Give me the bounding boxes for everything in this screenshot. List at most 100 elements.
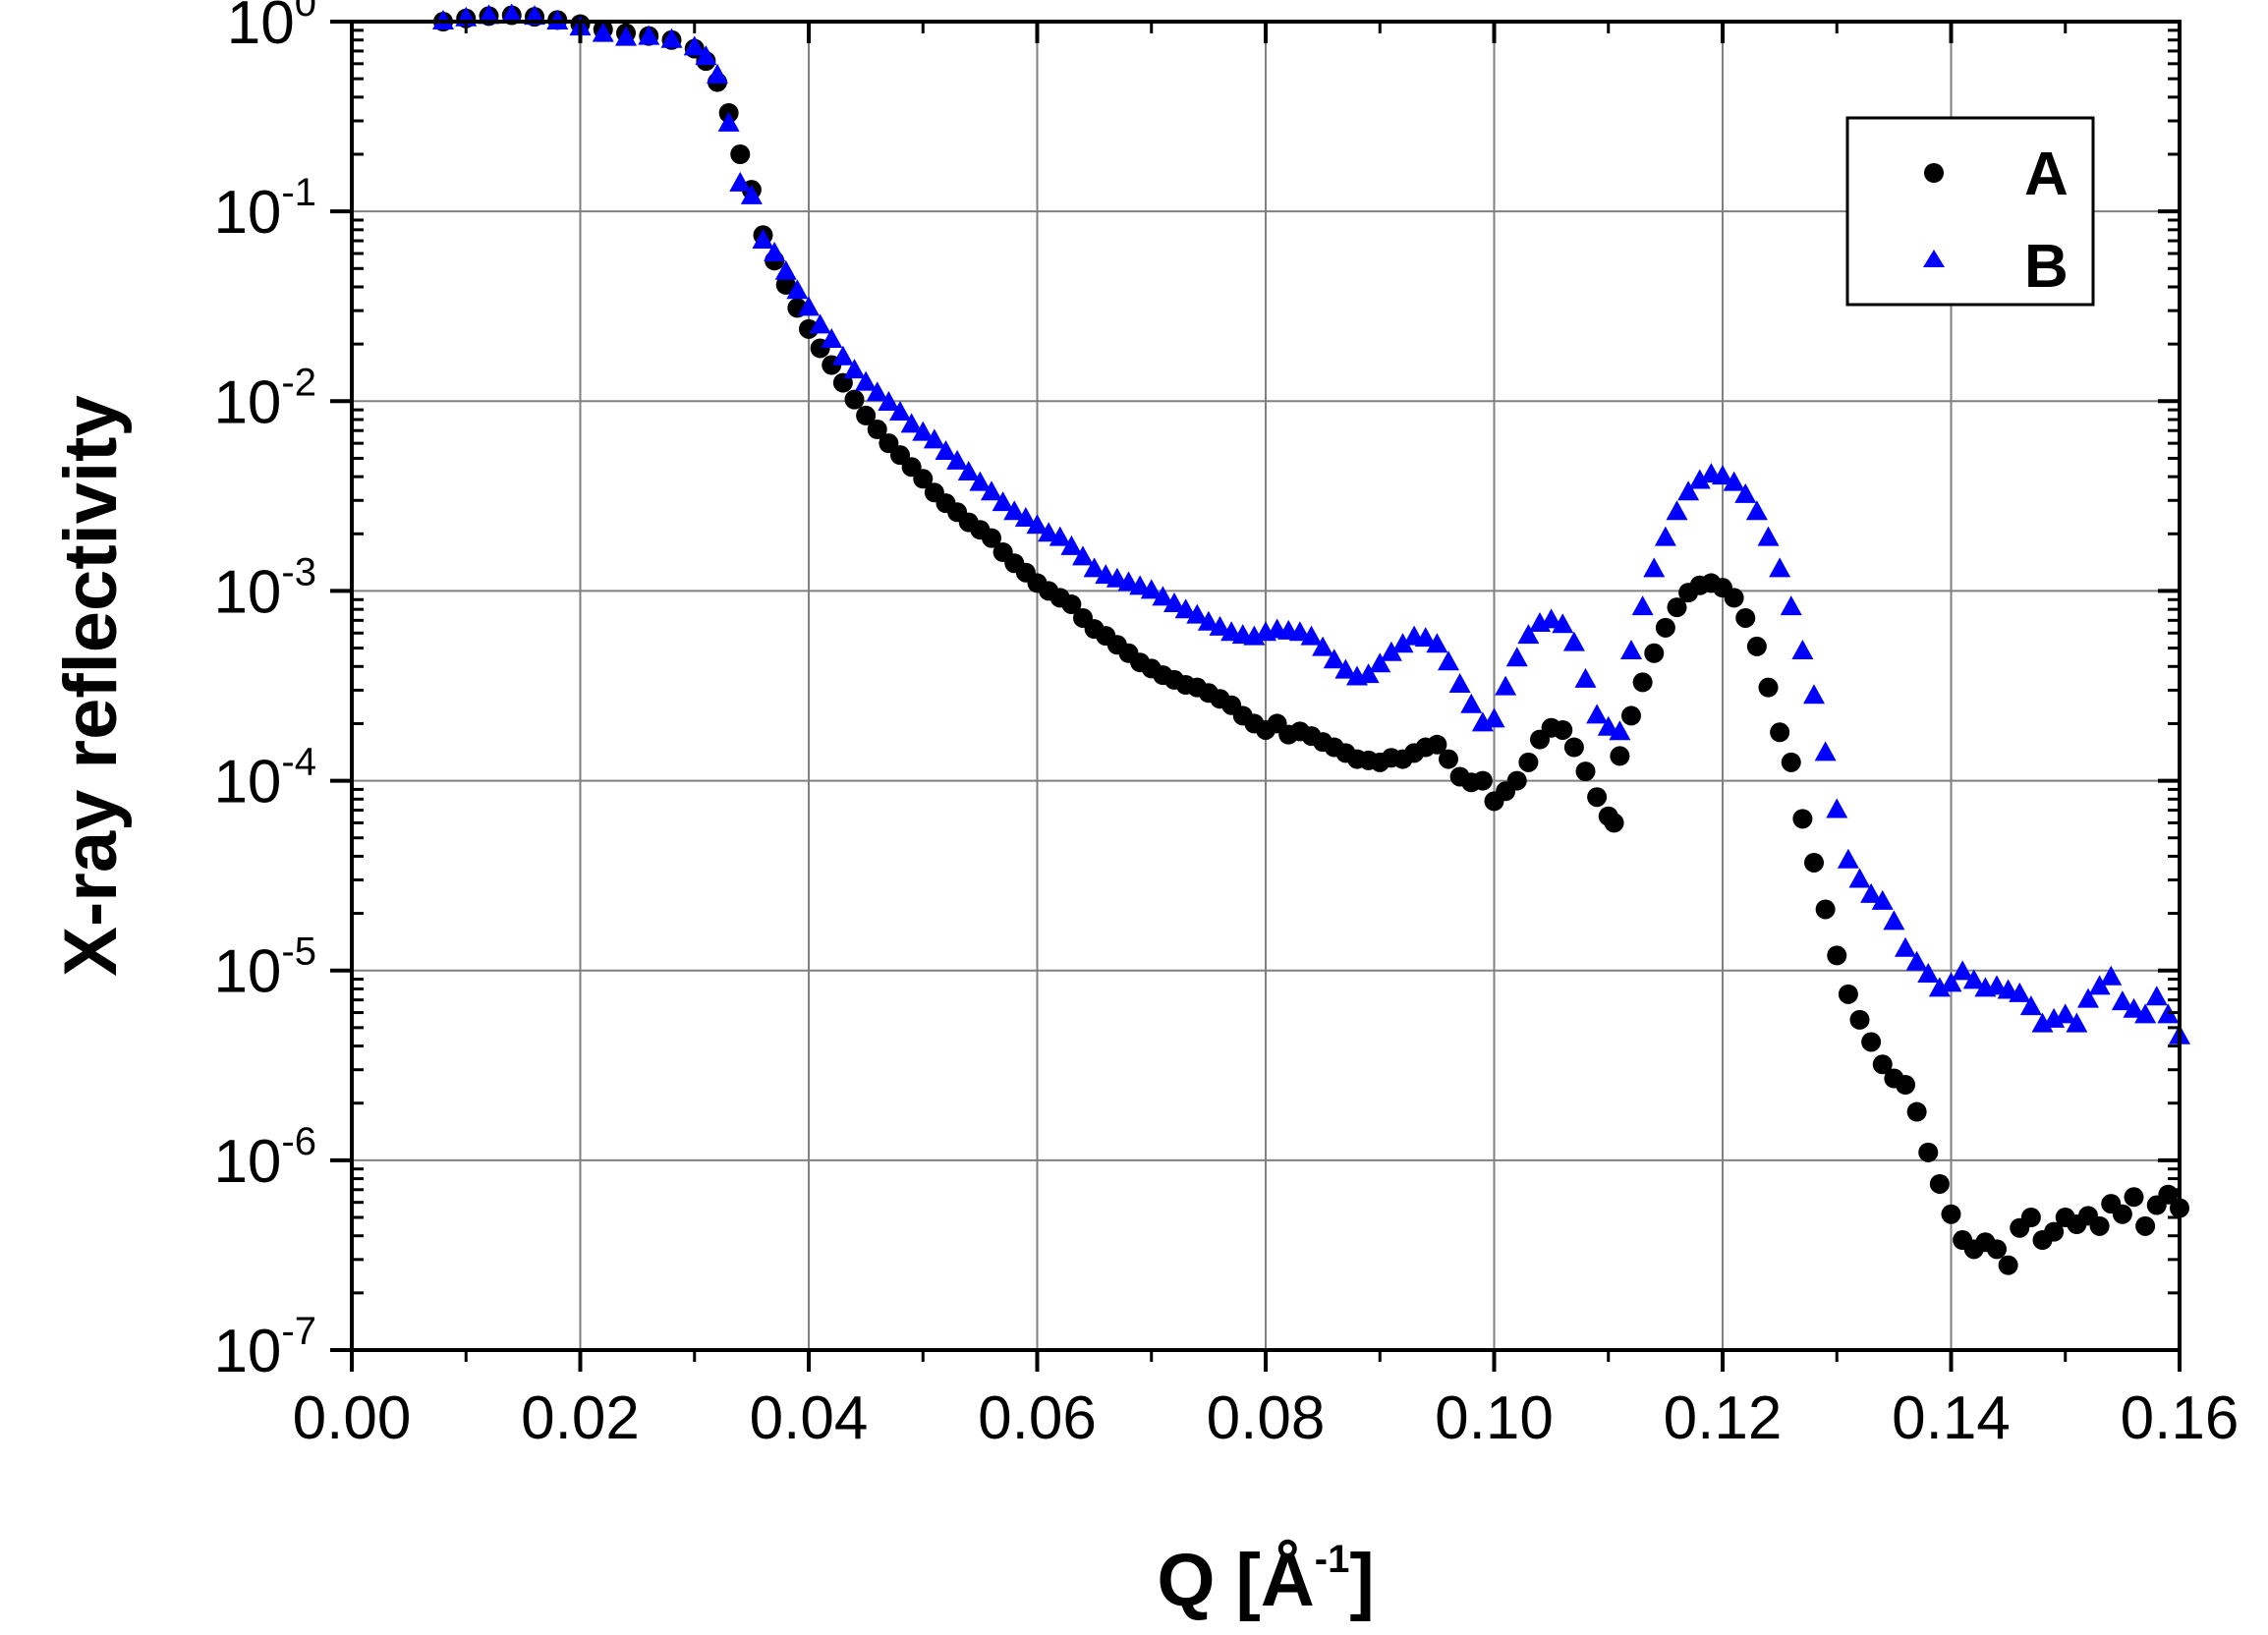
y-tick-label: 10-3 [213,550,316,626]
point-b [2100,965,2123,986]
point-b [1186,603,1209,624]
point-b [1688,469,1711,489]
point-a [1906,1101,1927,1122]
x-tick-label: 0.12 [1664,1384,1783,1452]
point-b [809,313,831,334]
point-b [500,3,523,24]
point-b [2019,995,2042,1016]
point-b [1300,625,1323,646]
legend: A B [1845,116,2095,307]
legend-label-b: B [2024,233,2069,301]
point-b [1905,950,1928,971]
y-tick-label: 100 [227,0,316,57]
point-a [1770,722,1790,743]
point-a [2020,1207,2041,1227]
point-b [764,241,786,261]
point-b [957,461,980,481]
point-b [1163,592,1185,613]
point-a [982,528,1001,548]
point-b [1837,848,1859,869]
point-b [1517,624,1540,645]
point-a [1815,899,1836,920]
point-a [1563,737,1584,758]
point-a [1838,984,1858,1004]
point-b [946,449,969,470]
x-tick-label: 0.06 [978,1384,1097,1452]
point-b [1734,482,1757,503]
point-b [2054,1003,2076,1024]
point-b [2123,997,2145,1018]
point-a [1872,1054,1893,1075]
point-b [695,45,717,66]
x-tick-label: 0.00 [293,1384,412,1452]
x-tick-labels: 0.00 0.02 0.04 0.06 0.08 0.10 0.12 0.14 0.16 [293,1384,2240,1452]
point-b [1014,506,1037,527]
point-a [1918,1142,1939,1162]
point-a [1667,597,1687,618]
point-b [729,171,752,192]
point-b [969,471,992,491]
point-b [843,359,866,379]
point-a [1553,719,1573,740]
point-a [913,469,934,489]
point-b [786,279,809,300]
point-b [1643,557,1666,578]
point-b [478,4,500,25]
point-b [1883,910,1905,930]
point-b [2134,1003,2157,1024]
point-b [1871,889,1894,910]
point-b [1209,615,1231,636]
point-b [1780,595,1802,616]
point-a [1746,636,1767,656]
point-b [1791,639,1814,659]
point-a [1587,787,1608,808]
point-a [1861,1032,1882,1052]
point-b [1426,633,1448,653]
point-b [866,381,888,402]
x-axis-title: Q [Å-1] [1157,1538,1374,1622]
point-b [1003,500,1026,521]
point-b [1197,610,1219,631]
point-b [1860,882,1883,903]
point-a [1724,588,1744,608]
point-a [1896,1074,1915,1095]
point-a [1518,752,1539,772]
point-b [2111,990,2133,1011]
point-b [1323,648,1345,669]
point-b [1723,471,1745,491]
legend-label-a: A [2024,141,2069,208]
point-a [1655,617,1675,638]
point-a [1472,770,1493,791]
point-b [740,184,763,204]
point-a [775,274,796,295]
point-a [1792,809,1813,829]
point-b [1803,684,1825,705]
point-b [1745,500,1768,521]
y-tick-label: 10-4 [213,741,316,817]
point-b [752,229,774,250]
point-b [683,35,706,56]
y-tick-label: 10-5 [213,930,316,1006]
point-a [1987,1239,2007,1260]
point-b [717,111,740,132]
point-a [799,318,819,339]
point-b [1952,960,1974,981]
point-b [1620,639,1642,659]
point-a [844,389,865,410]
point-b [2066,1012,2088,1033]
point-a [1061,594,1082,615]
point-b [2077,987,2099,1008]
y-tick-labels: 100 10-1 10-2 10-3 10-4 10-5 10-6 10-7 [213,0,316,1385]
point-a [1758,677,1779,698]
point-b [981,480,1002,501]
point-b [935,439,957,460]
point-b [1895,936,1916,957]
point-b [889,400,911,421]
point-b [1928,977,1951,997]
point-b [1038,522,1060,542]
point-a [856,405,877,425]
point-a [1427,734,1447,755]
point-a [1998,1255,2018,1275]
point-b [855,370,878,391]
point-a [1439,749,1458,769]
